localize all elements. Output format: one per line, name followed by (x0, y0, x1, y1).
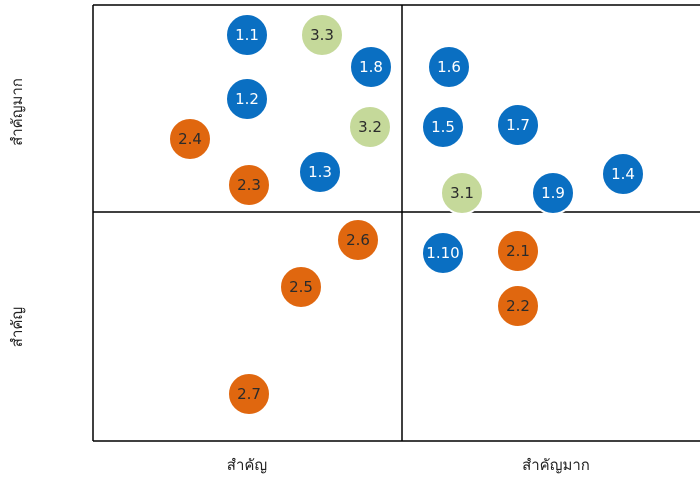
bubble-1-8 (349, 45, 393, 89)
bubble-label-1-5: 1.5 (431, 118, 455, 136)
y-axis-label-important: สำคัญ (8, 307, 26, 347)
bubble-1-10 (421, 231, 465, 275)
bubble-2-1 (496, 229, 540, 273)
bubble-label-1-7: 1.7 (506, 116, 530, 134)
bubble-2-4 (168, 117, 212, 161)
bubble-1-1 (225, 13, 269, 57)
bubble-3-3 (300, 13, 344, 57)
bubble-1-7 (496, 103, 540, 147)
bubble-label-3-1: 3.1 (450, 184, 474, 202)
bubble-label-2-4: 2.4 (178, 130, 202, 148)
bubble-2-6 (336, 218, 380, 262)
bubble-1-4 (601, 152, 645, 196)
bubble-label-2-6: 2.6 (346, 231, 370, 249)
bubble-label-1-6: 1.6 (437, 58, 461, 76)
bubble-label-1-2: 1.2 (235, 90, 259, 108)
bubble-label-2-1: 2.1 (506, 242, 530, 260)
bubble-label-1-1: 1.1 (235, 26, 259, 44)
y-axis-label-very-important: สำคัญมาก (8, 78, 26, 146)
bubble-label-1-8: 1.8 (359, 58, 383, 76)
bubble-1-5 (421, 105, 465, 149)
bubble-label-1-10: 1.10 (426, 244, 459, 262)
bubbles-layer: 1.1 3.3 1.8 1.6 1.2 2.4 3.2 1.5 1.7 1.3 2.3 3.1 1.9 1… (168, 13, 645, 416)
bubble-3-1 (440, 171, 484, 215)
bubble-3-2 (348, 105, 392, 149)
bubble-label-1-4: 1.4 (611, 165, 635, 183)
bubble-2-3 (227, 163, 271, 207)
chart-frame (92, 4, 700, 442)
bubble-1-6 (427, 45, 471, 89)
bubble-label-1-9: 1.9 (541, 184, 565, 202)
bubble-2-7 (227, 372, 271, 416)
bubble-label-2-3: 2.3 (237, 176, 261, 194)
bubble-label-2-5: 2.5 (289, 278, 313, 296)
bubble-label-1-3: 1.3 (308, 163, 332, 181)
bubble-1-3 (298, 150, 342, 194)
bubble-2-2 (496, 284, 540, 328)
bubble-1-9 (531, 171, 575, 215)
bubble-label-3-3: 3.3 (310, 26, 334, 44)
bubble-label-3-2: 3.2 (358, 118, 382, 136)
x-axis-label-important: สำคัญ (227, 456, 267, 474)
x-axis-label-very-important: สำคัญมาก (522, 456, 590, 474)
bubble-2-5 (279, 265, 323, 309)
bubble-label-2-2: 2.2 (506, 297, 530, 315)
bubble-1-2 (225, 77, 269, 121)
bubble-label-2-7: 2.7 (237, 385, 261, 403)
